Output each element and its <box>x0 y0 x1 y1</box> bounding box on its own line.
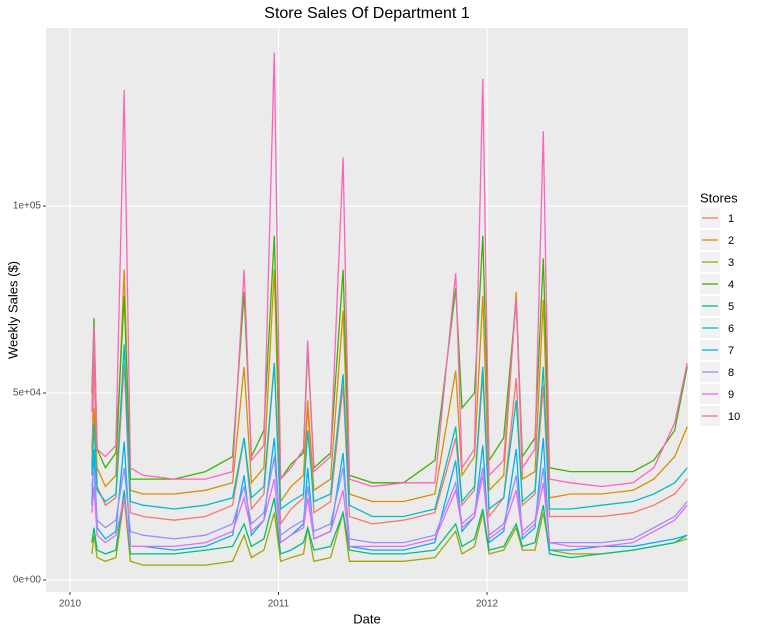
series-line <box>91 490 688 559</box>
series-line <box>91 475 688 548</box>
y-tick-label: 5e+04 <box>13 388 42 399</box>
series-line <box>91 344 688 518</box>
series-line <box>91 52 688 488</box>
series-line <box>91 456 688 544</box>
legend-label: 8 <box>728 367 734 379</box>
x-tick-label: 2010 <box>59 599 82 610</box>
x-axis-label: Date <box>353 611 380 626</box>
legend-label: 9 <box>728 389 734 401</box>
chart-title: Store Sales Of Department 1 <box>264 5 470 22</box>
plot-panel <box>46 28 688 592</box>
y-axis-label: Weekly Sales ($) <box>5 261 20 359</box>
legend-label: 3 <box>728 257 734 269</box>
legend-label: 4 <box>728 279 734 291</box>
legend-label: 6 <box>728 323 734 335</box>
legend-label: 5 <box>728 301 734 313</box>
y-tick-label: 0e+00 <box>13 575 42 586</box>
series-line <box>91 235 688 484</box>
y-tick-label: 1e+05 <box>13 201 42 212</box>
legend-label: 1 <box>728 213 734 225</box>
legend-label: 2 <box>728 235 734 247</box>
series-line <box>91 269 688 504</box>
x-tick-label: 2012 <box>476 599 499 610</box>
x-tick-label: 2011 <box>268 599 290 610</box>
legend-label: 7 <box>728 345 734 357</box>
legend-title: Stores <box>700 190 738 205</box>
legend-label: 10 <box>728 411 740 423</box>
